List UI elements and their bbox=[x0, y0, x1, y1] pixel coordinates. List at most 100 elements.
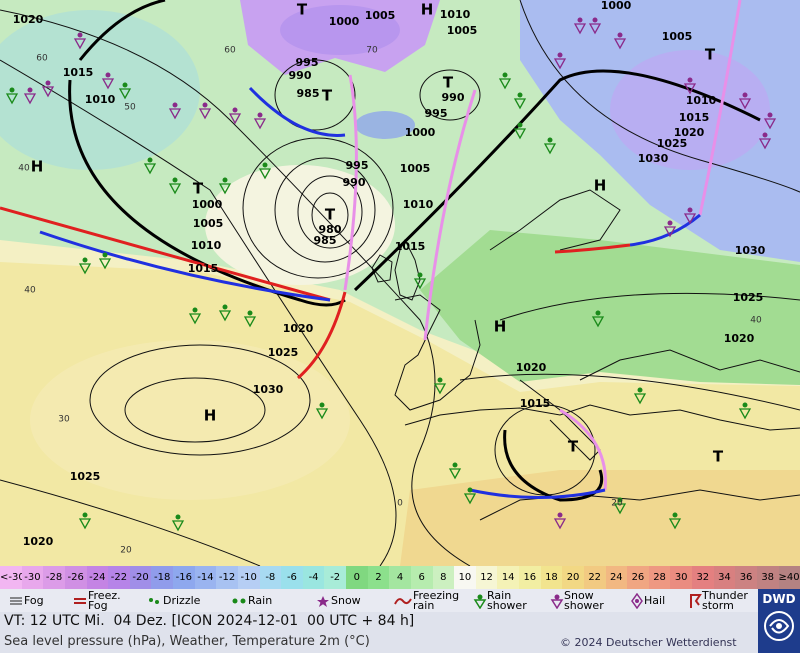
weather-shower bbox=[198, 108, 212, 120]
weather-dot bbox=[547, 137, 553, 143]
weather-dot bbox=[222, 304, 228, 310]
weather-dot bbox=[172, 177, 178, 183]
colorbar-cell: 6 bbox=[410, 566, 433, 589]
weather-shower bbox=[543, 143, 557, 155]
legend-label: Rain shower bbox=[487, 588, 527, 612]
grid-label: 40 bbox=[750, 316, 762, 326]
legend-label: Freez. Fog bbox=[88, 588, 121, 612]
weather-shower bbox=[613, 503, 627, 515]
legend-label: Snow bbox=[331, 593, 361, 607]
pressure-label: 1015 bbox=[188, 262, 219, 275]
colorbar-cell: -10 bbox=[237, 566, 260, 589]
weather-shower bbox=[758, 138, 772, 150]
description: Sea level pressure (hPa), Weather, Tempe… bbox=[4, 634, 370, 649]
pressure-label: 1000 bbox=[601, 0, 632, 12]
colorbar-cell: -8 bbox=[259, 566, 282, 589]
colorbar-cell: ≥40 °C bbox=[778, 566, 800, 589]
grid-label: 60 bbox=[224, 46, 236, 56]
weather-dot bbox=[172, 102, 178, 108]
weather-shower bbox=[591, 316, 605, 328]
troughs bbox=[68, 0, 761, 502]
weather-shower bbox=[633, 393, 647, 405]
colorbar-cell: 36 bbox=[735, 566, 757, 589]
valid-time: VT: 12 UTC Mi. 04 Dez. [ICON 2024-12-01 … bbox=[4, 613, 415, 629]
pressure-label: 990 bbox=[442, 91, 465, 104]
pressure-label: 1020 bbox=[724, 332, 755, 345]
map-labels: 1020 1000 1005 1010100510001005101510109959… bbox=[13, 0, 766, 556]
colorbar-cell: 30 bbox=[670, 566, 692, 589]
colorbar-cell: 14 bbox=[497, 566, 519, 589]
grid-label: 70 bbox=[366, 46, 378, 56]
pressure-label: 1005 bbox=[193, 217, 224, 230]
colorbar-cell: -22 bbox=[108, 566, 130, 589]
weather-dot bbox=[667, 220, 673, 226]
weather-shower bbox=[463, 493, 477, 505]
pressure-label: 1010 bbox=[403, 198, 434, 211]
weather-dot bbox=[257, 112, 263, 118]
temperature-field bbox=[0, 0, 800, 566]
pressure-label: 1030 bbox=[638, 152, 669, 165]
colorbar-cell: -28 bbox=[43, 566, 65, 589]
colorbar-cell: 28 bbox=[648, 566, 671, 589]
colorbar-cell: -30 bbox=[21, 566, 44, 589]
colorbar-cell: 38 bbox=[756, 566, 779, 589]
weather-dot bbox=[27, 87, 33, 93]
pressure-label: 1025 bbox=[733, 291, 764, 304]
weather-shower bbox=[413, 278, 427, 290]
weather-shower bbox=[78, 518, 92, 530]
weather-shower bbox=[168, 108, 182, 120]
pressure-label: 1010 bbox=[686, 94, 717, 107]
grid-label: 40 bbox=[18, 164, 30, 174]
colorbar-cell: -2 bbox=[324, 566, 346, 589]
weather-shower bbox=[243, 316, 257, 328]
colorbar-cell: 16 bbox=[519, 566, 541, 589]
pressure-center: T bbox=[705, 46, 716, 64]
weather-shower bbox=[738, 98, 752, 110]
grid-label: 20 bbox=[120, 546, 132, 556]
pressure-label: 1010 bbox=[440, 8, 471, 21]
pressure-label: 1025 bbox=[70, 470, 101, 483]
pressure-label: 985 bbox=[314, 234, 337, 247]
legend-label: Drizzle bbox=[163, 593, 201, 607]
weather-dot bbox=[637, 387, 643, 393]
colorbar-cell: 34 bbox=[713, 566, 736, 589]
weather-dot bbox=[319, 402, 325, 408]
pressure-center: H bbox=[31, 158, 44, 176]
legend-label: Snow shower bbox=[564, 588, 604, 612]
legend-item: Fog bbox=[8, 589, 44, 612]
colorbar-cell: 18 bbox=[540, 566, 563, 589]
pressure-label: 1000 bbox=[192, 198, 223, 211]
pressure-label: 1020 bbox=[283, 322, 314, 335]
weather-shower bbox=[683, 83, 697, 95]
grid-label: 20 bbox=[611, 499, 623, 509]
coastlines bbox=[371, 189, 800, 521]
pressure-label: 1005 bbox=[447, 24, 478, 37]
legend-item: Rain shower bbox=[473, 589, 531, 612]
legend-label: Thunder storm bbox=[702, 588, 748, 612]
colorbar-cell: -4 bbox=[302, 566, 325, 589]
weather-shower bbox=[433, 383, 447, 395]
pressure-center: H bbox=[421, 1, 434, 19]
weather-legend: Fog Freez. Fog Drizzle Rain Snow Freezin… bbox=[0, 589, 758, 612]
pressure-label: 1010 bbox=[191, 239, 222, 252]
weather-dot bbox=[247, 310, 253, 316]
weather-shower bbox=[188, 313, 202, 325]
pressure-label: 995 bbox=[346, 159, 369, 172]
weather-shower bbox=[258, 168, 272, 180]
pressure-label: 1025 bbox=[268, 346, 299, 359]
weather-shower bbox=[5, 93, 19, 105]
legend-label: Fog bbox=[24, 593, 44, 607]
weather-dot bbox=[517, 122, 523, 128]
weather-shower bbox=[218, 310, 232, 322]
temperature-colorbar: <-30 -30 -28 -26 -24 -22 -20 -18 -16 -14 -12 -10 -8-… bbox=[0, 566, 800, 589]
pressure-center: T bbox=[193, 180, 204, 198]
legend-label: Hail bbox=[644, 593, 666, 607]
weather-shower bbox=[143, 163, 157, 175]
weather-dot bbox=[687, 77, 693, 83]
pressure-label: 985 bbox=[297, 87, 320, 100]
pressure-center: T bbox=[325, 206, 336, 224]
colorbar-cell: -20 bbox=[129, 566, 152, 589]
weather-dot bbox=[592, 17, 598, 23]
colorbar-cell: -14 bbox=[194, 566, 217, 589]
weather-shower bbox=[118, 88, 132, 100]
